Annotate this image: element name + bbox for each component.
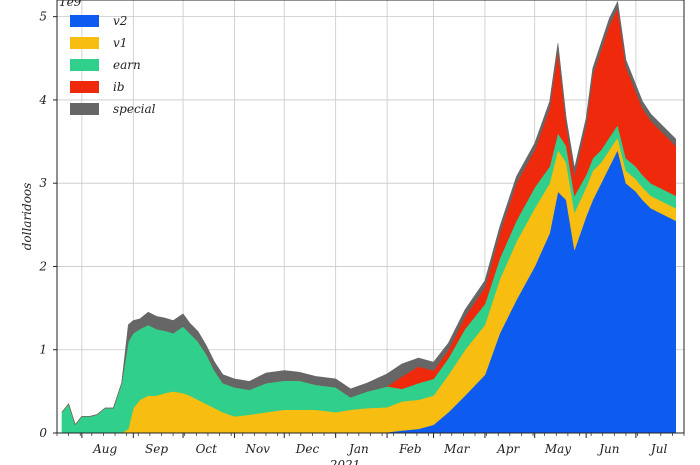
x-tick-label: Sep — [145, 442, 168, 456]
y-tick-label: 4 — [38, 93, 47, 107]
y-axis-label: dollaridoos — [20, 183, 34, 251]
x-tick-label: Oct — [196, 442, 218, 456]
x-tick-label: Nov — [244, 442, 270, 456]
y-tick-label: 2 — [38, 259, 47, 273]
x-tick-label: May — [544, 442, 571, 456]
y-tick-label: 1 — [39, 343, 47, 357]
y-tick-label: 3 — [39, 176, 47, 190]
legend-swatch-ib — [70, 81, 99, 93]
y-tick-label: 0 — [39, 426, 47, 440]
legend-label-special: special — [113, 102, 156, 116]
legend-label-v2: v2 — [113, 14, 127, 28]
x-tick-label: Jul — [648, 442, 668, 456]
y-exponent-label: 1e9 — [59, 0, 82, 9]
legend-swatch-v1 — [70, 37, 99, 49]
legend-label-ib: ib — [113, 80, 125, 94]
legend-swatch-v2 — [70, 15, 99, 27]
legend-label-v1: v1 — [113, 36, 127, 50]
x-tick-label: Jun — [596, 442, 619, 456]
x-tick-label: Mar — [443, 442, 470, 456]
x-tick-label: Dec — [295, 442, 320, 456]
y-tick-label: 5 — [39, 10, 47, 24]
x-tick-label: Aug — [92, 442, 117, 456]
legend: v2 v1 earn ib special — [70, 14, 156, 116]
x-tick-label: Feb — [398, 442, 421, 456]
legend-label-earn: earn — [113, 58, 141, 72]
legend-swatch-earn — [70, 59, 99, 71]
x-axis-label: 2021 — [329, 458, 361, 465]
series-area-special — [61, 0, 677, 426]
x-tick-label: Apr — [496, 442, 520, 456]
legend-swatch-special — [70, 103, 99, 115]
x-tick-label: Jan — [346, 442, 369, 456]
